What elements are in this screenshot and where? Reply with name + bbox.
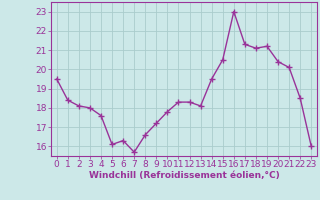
X-axis label: Windchill (Refroidissement éolien,°C): Windchill (Refroidissement éolien,°C) <box>89 171 279 180</box>
